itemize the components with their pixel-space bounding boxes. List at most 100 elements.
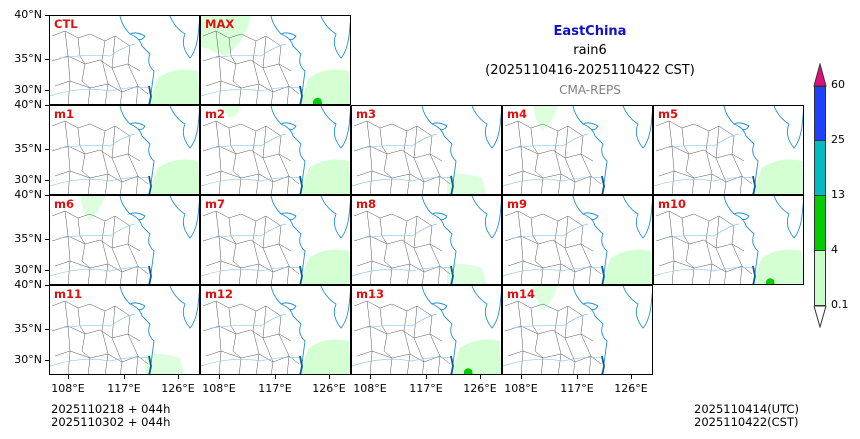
map-panel-m5: m5 bbox=[653, 105, 804, 195]
map-panel-m3: m3 bbox=[351, 105, 502, 195]
lon-tick bbox=[577, 375, 578, 379]
map-panel-m10: m10 bbox=[653, 195, 804, 285]
panel-label: m2 bbox=[205, 107, 225, 121]
map-panel-m11: m11 bbox=[49, 285, 200, 375]
lat-tick bbox=[45, 270, 49, 271]
lat-tick bbox=[45, 285, 49, 286]
lon-tick-label: 126°E bbox=[614, 382, 648, 395]
colorbar-extend-min bbox=[813, 306, 827, 328]
lat-tick bbox=[45, 15, 49, 16]
init-time-label: 2025110218 + 044h 2025110302 + 044h bbox=[51, 403, 170, 429]
colorbar-segment bbox=[814, 196, 826, 251]
panel-label: m13 bbox=[356, 287, 384, 301]
lon-tick-label: 117°E bbox=[107, 382, 141, 395]
init-line-2: 2025110302 + 044h bbox=[51, 415, 171, 429]
colorbar-level-label: 60 bbox=[831, 78, 845, 91]
colorbar-segment bbox=[814, 86, 826, 141]
panel-label: m4 bbox=[507, 107, 527, 121]
lat-tick-label: 30°N bbox=[14, 83, 42, 96]
model-title: CMA-REPS bbox=[559, 83, 621, 97]
colorbar-level-label: 13 bbox=[831, 188, 845, 201]
panel-label: m6 bbox=[54, 197, 74, 211]
colorbar-segment bbox=[814, 141, 826, 196]
colorbar-level-label: 0.1 bbox=[831, 298, 849, 311]
lon-tick bbox=[426, 375, 427, 379]
lat-tick bbox=[45, 105, 49, 106]
lat-tick-label: 40°N bbox=[14, 278, 42, 291]
colorbar-extend-max bbox=[813, 63, 827, 87]
panel-label: m3 bbox=[356, 107, 376, 121]
lon-tick bbox=[178, 375, 179, 379]
lon-tick bbox=[631, 375, 632, 379]
map-panel-m9: m9 bbox=[502, 195, 653, 285]
lon-tick-label: 108°E bbox=[504, 382, 538, 395]
lon-tick-label: 126°E bbox=[161, 382, 195, 395]
lon-tick-label: 126°E bbox=[312, 382, 346, 395]
panel-label: m14 bbox=[507, 287, 535, 301]
lat-tick-label: 30°N bbox=[14, 263, 42, 276]
map-panel-ctl: CTL bbox=[49, 15, 200, 105]
lat-tick bbox=[45, 329, 49, 330]
lon-tick bbox=[480, 375, 481, 379]
panel-label: m5 bbox=[658, 107, 678, 121]
lon-tick-label: 117°E bbox=[258, 382, 292, 395]
map-panel-m6: m6 bbox=[49, 195, 200, 285]
lat-tick bbox=[45, 90, 49, 91]
panel-label: m12 bbox=[205, 287, 233, 301]
panel-label: m1 bbox=[54, 107, 74, 121]
lon-tick bbox=[370, 375, 371, 379]
variable-title: rain6 bbox=[573, 43, 607, 58]
map-panel-m12: m12 bbox=[200, 285, 351, 375]
lon-tick bbox=[329, 375, 330, 379]
lat-tick bbox=[45, 360, 49, 361]
region-title: EastChina bbox=[553, 24, 627, 39]
lon-tick bbox=[275, 375, 276, 379]
map-panel-m8: m8 bbox=[351, 195, 502, 285]
lat-tick-label: 35°N bbox=[14, 142, 42, 155]
period-title: (2025110416-2025110422 CST) bbox=[485, 63, 695, 78]
panel-label: m8 bbox=[356, 197, 376, 211]
lon-tick bbox=[68, 375, 69, 379]
lon-tick bbox=[124, 375, 125, 379]
panel-label: CTL bbox=[54, 17, 78, 31]
panel-label: m7 bbox=[205, 197, 225, 211]
lat-tick bbox=[45, 149, 49, 150]
lon-tick-label: 108°E bbox=[51, 382, 85, 395]
map-panel-m4: m4 bbox=[502, 105, 653, 195]
colorbar-level-label: 4 bbox=[831, 243, 838, 256]
map-panel-max: MAX bbox=[200, 15, 351, 105]
valid-utc: 2025110414(UTC) bbox=[694, 402, 799, 416]
panel-label: m11 bbox=[54, 287, 82, 301]
panel-label: MAX bbox=[205, 17, 235, 31]
colorbar-segment bbox=[814, 251, 826, 306]
lat-tick bbox=[45, 180, 49, 181]
map-panel-m1: m1 bbox=[49, 105, 200, 195]
valid-time-label: 2025110414(UTC) 2025110422(CST) bbox=[694, 403, 799, 429]
lat-tick-label: 35°N bbox=[14, 322, 42, 335]
map-panel-m13: m13 bbox=[351, 285, 502, 375]
valid-cst: 2025110422(CST) bbox=[694, 415, 799, 429]
lat-tick-label: 40°N bbox=[14, 98, 42, 111]
lon-tick bbox=[521, 375, 522, 379]
lon-tick-label: 126°E bbox=[463, 382, 497, 395]
lon-tick-label: 117°E bbox=[409, 382, 443, 395]
panel-label: m10 bbox=[658, 197, 686, 211]
init-line-1: 2025110218 + 044h bbox=[51, 402, 171, 416]
lat-tick bbox=[45, 195, 49, 196]
lat-tick-label: 35°N bbox=[14, 52, 42, 65]
map-panel-m7: m7 bbox=[200, 195, 351, 285]
lon-tick-label: 108°E bbox=[202, 382, 236, 395]
lat-tick bbox=[45, 59, 49, 60]
lat-tick-label: 30°N bbox=[14, 353, 42, 366]
lat-tick-label: 35°N bbox=[14, 232, 42, 245]
panel-label: m9 bbox=[507, 197, 527, 211]
lat-tick-label: 30°N bbox=[14, 173, 42, 186]
map-panel-m2: m2 bbox=[200, 105, 351, 195]
lon-tick bbox=[219, 375, 220, 379]
map-panel-m14: m14 bbox=[502, 285, 653, 375]
title-block: EastChina rain6 (2025110416-2025110422 C… bbox=[430, 22, 750, 100]
lon-tick-label: 108°E bbox=[353, 382, 387, 395]
lat-tick-label: 40°N bbox=[14, 188, 42, 201]
lon-tick-label: 117°E bbox=[560, 382, 594, 395]
colorbar-level-label: 25 bbox=[831, 133, 845, 146]
